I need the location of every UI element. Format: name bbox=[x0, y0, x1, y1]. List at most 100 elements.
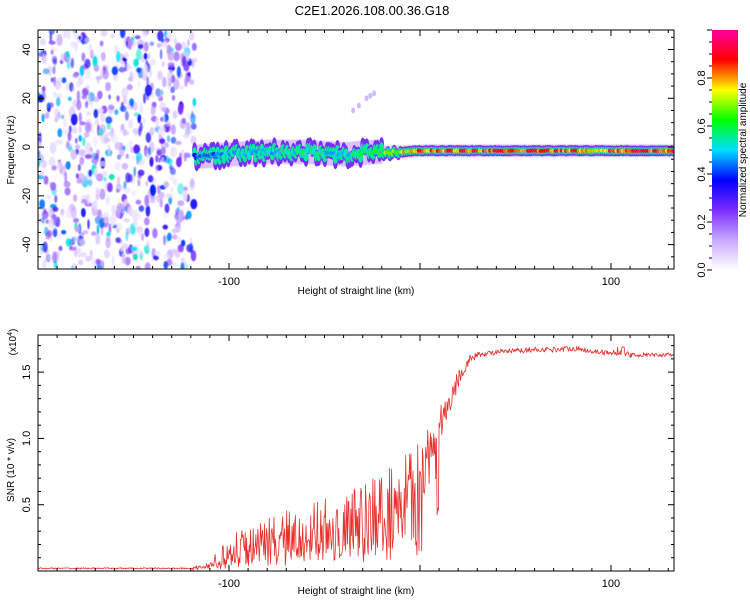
noise-cell bbox=[91, 257, 96, 268]
noise-cell bbox=[149, 199, 156, 204]
noise-cell bbox=[143, 217, 150, 226]
noise-cell bbox=[101, 170, 108, 178]
noise-cell bbox=[162, 114, 166, 123]
noise-cell bbox=[185, 56, 190, 62]
noise-cell bbox=[39, 154, 44, 163]
noise-cell bbox=[96, 224, 100, 236]
noise-cell bbox=[122, 145, 126, 151]
snr-y-tick-label: 1.5 bbox=[21, 364, 33, 379]
noise-cell bbox=[169, 167, 176, 176]
noise-cell bbox=[170, 124, 176, 135]
snr-y-axis-label: SNR (10 * v/v) bbox=[6, 438, 17, 502]
noise-cell bbox=[143, 52, 148, 60]
snr-x-axis-label: Height of straight line (km) bbox=[298, 586, 415, 597]
noise-cell bbox=[182, 190, 188, 202]
noise-cell bbox=[372, 90, 377, 97]
noise-cell bbox=[65, 161, 71, 170]
noise-cell bbox=[63, 118, 68, 128]
noise-cell bbox=[149, 184, 156, 197]
noise-cell bbox=[109, 214, 117, 226]
noise-cell bbox=[54, 114, 62, 120]
noise-cell bbox=[364, 95, 369, 102]
noise-cell bbox=[52, 227, 58, 238]
colorbar-tick-label: 0.6 bbox=[696, 118, 708, 133]
noise-cell bbox=[111, 133, 118, 144]
noise-cell bbox=[162, 76, 167, 88]
noise-cell bbox=[103, 133, 109, 145]
noise-cell bbox=[141, 30, 148, 38]
noise-cell bbox=[114, 109, 119, 115]
noise-cell bbox=[51, 46, 58, 52]
noise-cell bbox=[168, 196, 172, 205]
noise-cell bbox=[163, 253, 170, 261]
noise-cell bbox=[368, 92, 373, 99]
noise-cell bbox=[93, 136, 98, 147]
noise-cell bbox=[108, 94, 111, 100]
noise-cell bbox=[100, 113, 105, 123]
noise-cell bbox=[62, 128, 70, 135]
noise-cell bbox=[44, 112, 50, 119]
noise-cell bbox=[114, 142, 122, 150]
noise-cell bbox=[105, 82, 112, 92]
snr-plot-area bbox=[38, 335, 674, 571]
noise-cell bbox=[84, 154, 92, 159]
noise-cell bbox=[137, 80, 141, 87]
noise-cell bbox=[167, 232, 172, 242]
noise-cell bbox=[46, 102, 51, 109]
noise-cell bbox=[115, 209, 121, 214]
spectrogram-y-tick-label: -40 bbox=[21, 237, 33, 253]
noise-cell bbox=[97, 90, 103, 100]
noise-cell bbox=[170, 86, 175, 94]
noise-cell bbox=[91, 231, 97, 236]
noise-cell bbox=[159, 138, 166, 144]
noise-cell bbox=[100, 51, 106, 62]
noise-cell bbox=[63, 181, 71, 188]
noise-cell bbox=[46, 194, 52, 200]
noise-cell bbox=[78, 112, 83, 123]
noise-cell bbox=[190, 113, 196, 124]
noise-cell bbox=[189, 178, 195, 188]
noise-cell bbox=[78, 35, 82, 40]
noise-cell bbox=[180, 262, 185, 269]
noise-cell bbox=[133, 219, 138, 227]
noise-cell bbox=[128, 244, 134, 254]
noise-cell bbox=[75, 81, 82, 88]
noise-cell bbox=[138, 205, 145, 212]
noise-cell bbox=[189, 79, 195, 85]
noise-cell bbox=[171, 95, 176, 101]
noise-cell bbox=[108, 223, 112, 235]
noise-cell bbox=[126, 100, 130, 108]
noise-cell bbox=[124, 111, 129, 121]
noise-cell bbox=[61, 230, 67, 235]
noise-cell bbox=[52, 58, 57, 66]
noise-cell bbox=[158, 157, 161, 163]
noise-cell bbox=[149, 127, 155, 136]
noise-cell bbox=[81, 52, 86, 62]
noise-cell bbox=[65, 50, 70, 59]
noise-cell bbox=[70, 149, 77, 160]
noise-cell bbox=[151, 247, 156, 258]
noise-cell bbox=[121, 252, 126, 265]
noise-cell bbox=[133, 58, 139, 67]
noise-cell bbox=[177, 236, 182, 245]
noise-cell bbox=[85, 142, 92, 154]
noise-cell bbox=[137, 113, 142, 124]
noise-cell bbox=[165, 193, 173, 198]
noise-cell bbox=[172, 110, 178, 119]
noise-cell bbox=[149, 58, 156, 66]
noise-cell bbox=[161, 61, 165, 68]
noise-cell bbox=[72, 73, 79, 79]
noise-cell bbox=[56, 97, 61, 107]
noise-cell bbox=[175, 42, 182, 52]
noise-cell bbox=[60, 53, 65, 62]
noise-cell bbox=[135, 199, 142, 205]
noise-cell bbox=[70, 206, 77, 219]
noise-cell bbox=[168, 174, 175, 181]
noise-cell bbox=[40, 160, 48, 168]
noise-cell bbox=[163, 40, 169, 49]
noise-cell bbox=[60, 208, 65, 216]
noise-cell bbox=[95, 233, 101, 245]
noise-cell bbox=[105, 116, 113, 124]
noise-cell bbox=[99, 213, 103, 220]
